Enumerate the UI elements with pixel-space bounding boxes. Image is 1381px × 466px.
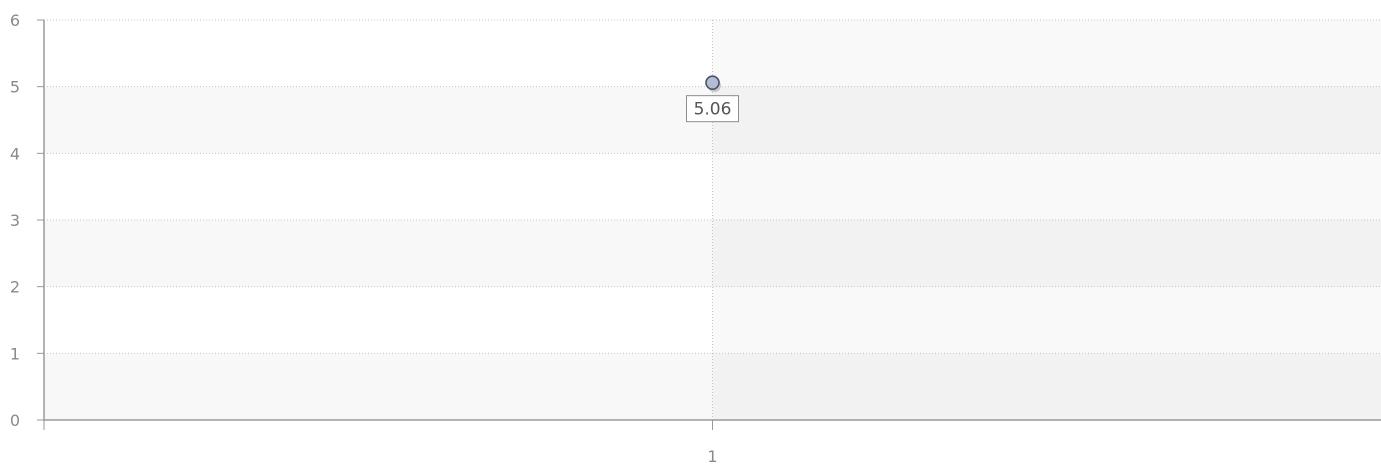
y-axis-ticks: 0 1 2 3 4 5 6 (10, 11, 44, 430)
y-tick-label: 3 (10, 211, 20, 230)
y-tick-label: 6 (10, 11, 20, 30)
x-tick-label: 1 (707, 447, 717, 466)
data-label-box (686, 95, 739, 123)
data-labels: 5.06 (686, 95, 739, 123)
y-tick-label: 4 (10, 144, 20, 163)
data-points (705, 75, 721, 93)
y-tick-label: 2 (10, 278, 20, 297)
data-label: 5.06 (694, 100, 732, 120)
x-axis-ticks: 1 (43, 420, 718, 466)
horizontal-gridlines (44, 19, 1381, 354)
data-point[interactable] (705, 75, 720, 90)
y-tick-label: 0 (10, 411, 20, 430)
y-tick-label: 5 (10, 78, 20, 97)
y-tick-label: 1 (10, 344, 20, 363)
